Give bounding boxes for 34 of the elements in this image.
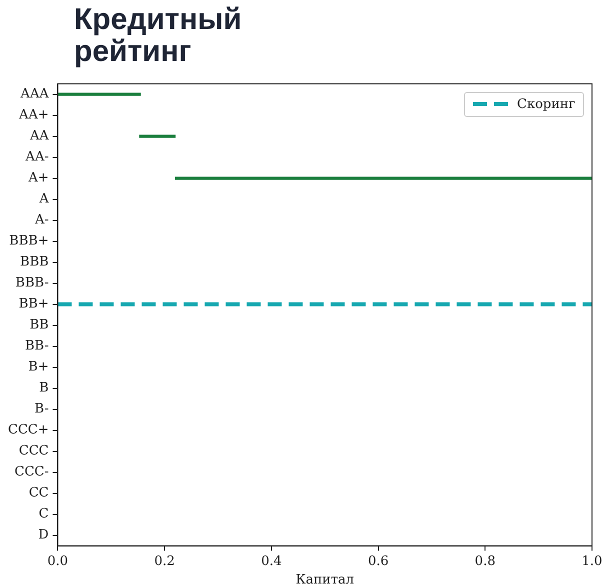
x-tick-label: 0.6	[368, 554, 389, 569]
bar	[174, 176, 592, 180]
y-tick-label: CCC-	[14, 464, 49, 480]
chart-title: Кредитный рейтинг	[74, 3, 243, 68]
x-tick-label: 0.0	[47, 554, 68, 569]
x-axis-title: Капитал	[296, 572, 354, 588]
x-tick-label: 1.0	[582, 554, 602, 569]
legend-label: Скоринг	[517, 96, 576, 112]
y-tick-label: BBB	[20, 254, 49, 270]
y-tick-label: C	[38, 506, 49, 522]
y-tick-label: B	[39, 380, 49, 396]
y-tick-label: CCC+	[8, 422, 49, 438]
y-tick-label: CC	[28, 486, 49, 501]
y-tick-label: AAA	[20, 86, 50, 102]
y-tick-label: A+	[27, 170, 49, 186]
y-tick-label: BB	[30, 318, 49, 333]
y-tick-label: BB+	[18, 296, 49, 312]
bar	[139, 134, 176, 138]
y-tick-label: BBB-	[15, 276, 49, 291]
x-tick-label: 0.2	[154, 554, 175, 569]
y-tick-label: B+	[28, 360, 49, 375]
y-tick-label: AA+	[18, 108, 49, 123]
x-tick-label: 0.8	[474, 554, 496, 569]
y-tick-label: CCC	[18, 444, 49, 459]
y-tick-label: A-	[34, 212, 49, 228]
y-tick-label: BB-	[24, 338, 49, 354]
bar	[58, 92, 141, 96]
y-tick-label: AA	[28, 128, 50, 144]
y-tick-label: AA-	[24, 150, 49, 165]
x-tick-label: 0.4	[261, 554, 282, 569]
y-tick-label: B-	[34, 402, 49, 417]
y-tick-label: A	[38, 192, 50, 207]
y-tick-label: D	[38, 528, 49, 543]
y-tick-label: BBB+	[9, 234, 49, 249]
